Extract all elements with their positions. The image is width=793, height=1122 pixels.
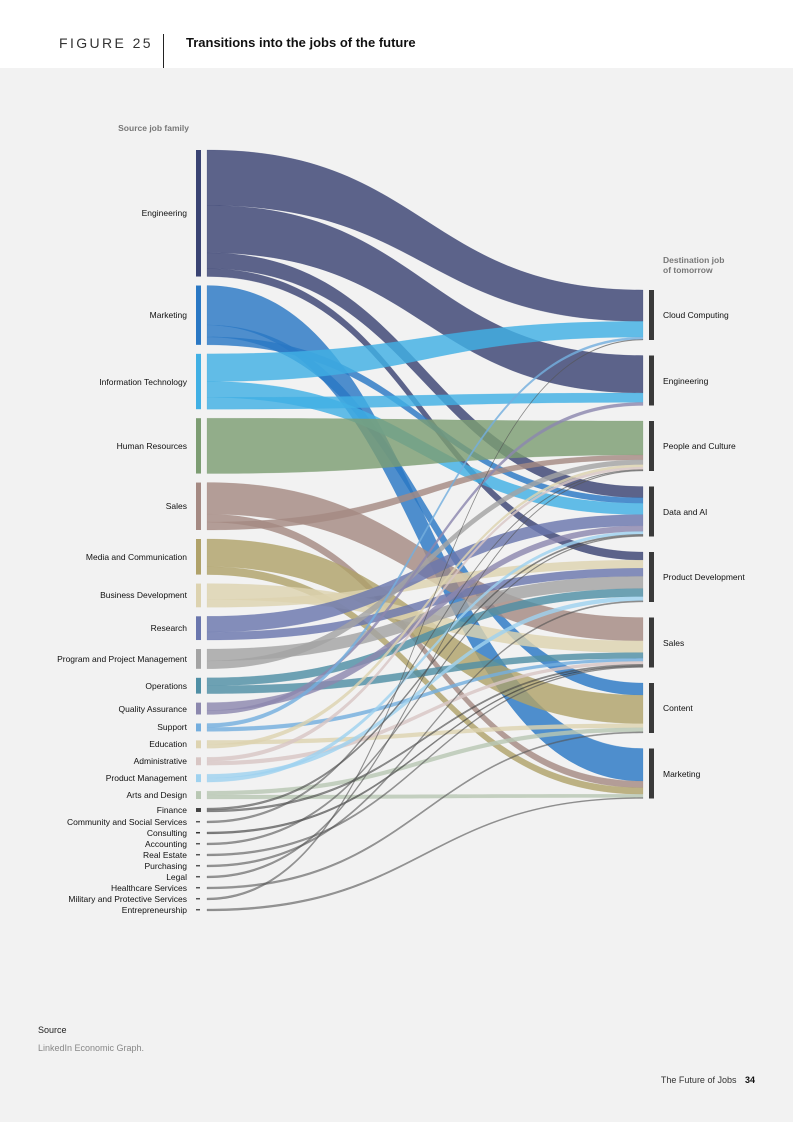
source-bar-operations [196, 677, 201, 694]
source-bar-administrative [196, 757, 201, 766]
destination-label-engineering: Engineering [663, 375, 709, 386]
source-label-product-management: Product Management [105, 773, 187, 784]
source-label-real-estate: Real Estate [143, 849, 187, 860]
destination-bar-marketing [649, 748, 654, 799]
source-label-operations: Operations [145, 680, 187, 691]
destination-bar-engineering [649, 355, 654, 406]
source-label-marketing: Marketing [149, 310, 187, 321]
source-note-title: Source [38, 1025, 67, 1035]
flow-purchasing-to-product-development [206, 600, 644, 868]
source-note-text: LinkedIn Economic Graph. [38, 1043, 145, 1053]
flow-legal-to-people-and-culture [206, 470, 644, 879]
destination-bar-cloud-computing [649, 290, 654, 340]
flow-entrepreneurship-to-marketing [206, 797, 644, 912]
source-label-healthcare-services: Healthcare Services [110, 882, 187, 893]
figure-label: FIGURE 25 [59, 35, 153, 51]
source-label-consulting: Consulting [146, 827, 187, 838]
destination-label-marketing: Marketing [663, 768, 701, 779]
destination-bar-people-and-culture [649, 421, 654, 471]
source-bar-engineering [196, 150, 201, 277]
source-bar-education [196, 740, 201, 749]
source-bar-business-development [196, 583, 201, 608]
source-bar-marketing [196, 285, 201, 345]
destination-label-people-and-culture: People and Culture [663, 441, 736, 451]
figure-title: Transitions into the jobs of the future [186, 35, 416, 50]
source-bar-sales [196, 482, 201, 530]
source-label-program-and-project-management: Program and Project Management [57, 653, 187, 664]
source-bar-research [196, 616, 201, 641]
source-label-military-and-protective-services: Military and Protective Services [68, 893, 187, 904]
destination-label-content: Content [663, 703, 693, 713]
source-label-business-development: Business Development [100, 590, 187, 601]
source-bar-entrepreneurship [196, 908, 200, 911]
source-bar-legal [196, 875, 200, 878]
destination-bar-data-and-ai [649, 486, 654, 537]
source-label-finance: Finance [156, 804, 187, 815]
flow-military-and-protective-services-to-cloud-computing [206, 339, 644, 901]
source-bar-media-and-communication [196, 538, 201, 575]
source-bar-support [196, 723, 201, 732]
header-divider [163, 34, 164, 68]
source-label-quality-assurance: Quality Assurance [118, 703, 187, 714]
flow-healthcare-services-to-content [206, 731, 644, 890]
destination-axis-title: Destination job of tomorrow [663, 255, 725, 275]
source-label-engineering: Engineering [141, 208, 187, 219]
source-label-education: Education [149, 739, 187, 750]
source-bar-arts-and-design [196, 791, 201, 800]
flow-human-resources-to-people-and-culture [206, 417, 644, 474]
destination-bar-content [649, 683, 654, 733]
report-name: The Future of Jobs [660, 1075, 737, 1085]
source-label-media-and-communication: Media and Communication [85, 551, 187, 562]
destination-bar-product-development [649, 552, 654, 602]
source-label-accounting: Accounting [144, 838, 187, 849]
source-bar-information-technology [196, 353, 201, 410]
source-label-community-and-social-services: Community and Social Services [67, 816, 187, 827]
source-axis-title: Source job family [118, 123, 189, 133]
source-bar-accounting [196, 842, 200, 845]
source-bar-real-estate [196, 853, 200, 856]
destination-bar-sales [649, 617, 654, 668]
figure-header: FIGURE 25 Transitions into the jobs of t… [0, 0, 793, 68]
page-number: 34 [744, 1075, 755, 1085]
page-footer: The Future of Jobs 34 [661, 1075, 755, 1085]
source-label-arts-and-design: Arts and Design [126, 790, 187, 801]
destination-label-cloud-computing: Cloud Computing [663, 310, 729, 320]
source-bar-program-and-project-management [196, 649, 201, 669]
source-bar-purchasing [196, 864, 200, 867]
source-label-human-resources: Human Resources [116, 440, 187, 451]
destination-label-sales: Sales [663, 637, 685, 648]
source-bar-product-management [196, 774, 201, 783]
source-label-purchasing: Purchasing [144, 860, 187, 871]
source-bar-healthcare-services [196, 886, 200, 889]
source-bar-consulting [196, 831, 200, 834]
destination-label-product-development: Product Development [663, 572, 745, 582]
source-bar-human-resources [196, 418, 201, 474]
flow-quality-assurance-to-engineering [206, 402, 644, 715]
source-label-administrative: Administrative [133, 756, 187, 767]
source-label-sales: Sales [165, 501, 187, 512]
source-label-information-technology: Information Technology [99, 376, 187, 387]
destination-label-data-and-ai: Data and AI [663, 506, 708, 517]
source-label-research: Research [150, 623, 187, 634]
source-label-support: Support [157, 722, 187, 733]
source-label-entrepreneurship: Entrepreneurship [121, 904, 187, 915]
source-bar-military-and-protective-services [196, 897, 200, 900]
flow-real-estate-to-sales [206, 666, 644, 857]
source-bar-quality-assurance [196, 702, 201, 715]
source-bar-community-and-social-services [196, 820, 200, 823]
source-bar-finance [196, 808, 201, 812]
source-label-legal: Legal [166, 871, 187, 882]
flows [206, 149, 644, 912]
